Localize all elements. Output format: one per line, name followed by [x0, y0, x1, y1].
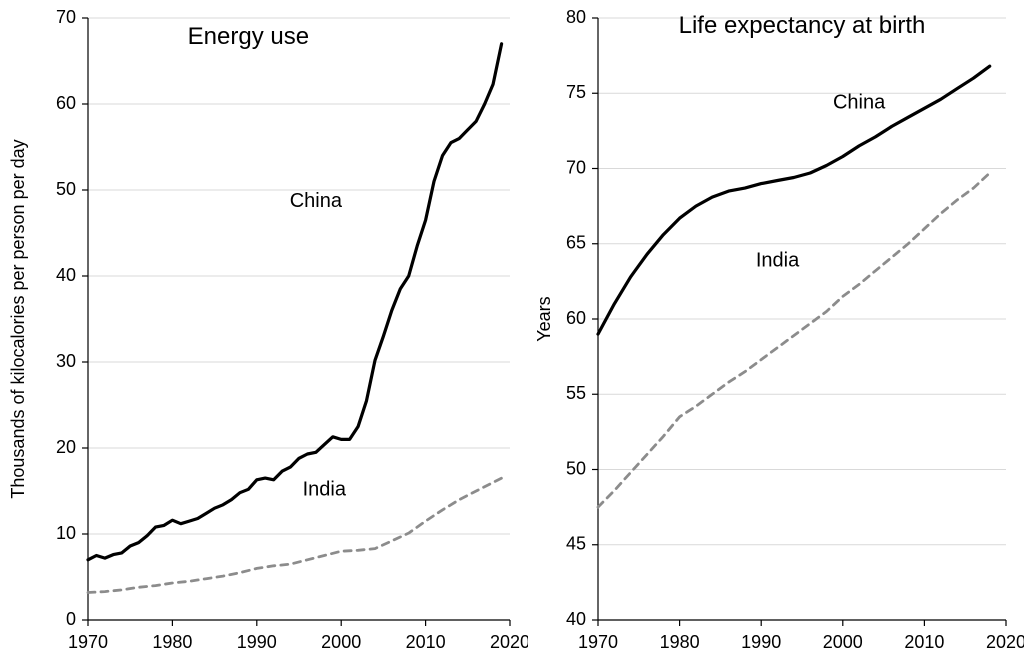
chart-life: 40 45 50 55 60 65 70 75 80 1970 1980 1990 2000 2010 20…: [528, 0, 1024, 668]
y-tick-label: 30: [56, 351, 76, 371]
chart-title: Life expectancy at birth: [679, 12, 926, 39]
series-line-china: [598, 66, 990, 334]
panel-energy-use: 0 10 20 30 40 50 60 70 1970 1980 1990 2000 2010 2020 E…: [0, 0, 528, 668]
x-tick-label: 1970: [578, 632, 618, 652]
x-tick-label: 1990: [741, 632, 781, 652]
y-tick-label: 40: [566, 609, 586, 629]
y-axis-label: Thousands of kilocalories per person per…: [8, 139, 28, 498]
y-tick-label: 0: [66, 609, 76, 629]
series-label-india: India: [756, 249, 800, 271]
series-label-india: India: [303, 478, 347, 500]
y-tick-label: 60: [56, 93, 76, 113]
x-tick-label: 2020: [490, 632, 528, 652]
chart-energy: 0 10 20 30 40 50 60 70 1970 1980 1990 2000 2010 2020 E…: [0, 0, 528, 668]
y-tick-label: 70: [566, 157, 586, 177]
y-tick-label: 40: [56, 265, 76, 285]
x-tick-label: 2010: [406, 632, 446, 652]
x-tick-label: 1990: [237, 632, 277, 652]
y-tick-label: 20: [56, 437, 76, 457]
y-tick-label: 60: [566, 308, 586, 328]
series-label-china: China: [290, 190, 343, 212]
x-tick-label: 2000: [823, 632, 863, 652]
x-tick-label: 1970: [68, 632, 108, 652]
series-line-india: [598, 173, 990, 507]
y-tick-label: 65: [566, 233, 586, 253]
x-tick-label: 1980: [660, 632, 700, 652]
y-tick-label: 55: [566, 383, 586, 403]
series-line-india: [88, 478, 502, 592]
y-tick-label: 75: [566, 82, 586, 102]
figure: 0 10 20 30 40 50 60 70 1970 1980 1990 2000 2010 2020 E…: [0, 0, 1024, 668]
y-axis-label: Years: [534, 296, 554, 341]
y-tick-label: 10: [56, 523, 76, 543]
x-tick-label: 2010: [904, 632, 944, 652]
series-line-china: [88, 44, 502, 560]
x-tick-label: 1980: [152, 632, 192, 652]
y-tick-label: 45: [566, 534, 586, 554]
y-tick-label: 80: [566, 7, 586, 27]
panel-life-expectancy: 40 45 50 55 60 65 70 75 80 1970 1980 1990 2000 2010 20…: [528, 0, 1024, 668]
y-tick-label: 50: [566, 458, 586, 478]
y-tick-label: 50: [56, 179, 76, 199]
y-tick-label: 70: [56, 7, 76, 27]
series-label-china: China: [833, 91, 886, 113]
x-tick-label: 2020: [986, 632, 1024, 652]
x-tick-label: 2000: [321, 632, 361, 652]
chart-title: Energy use: [188, 23, 309, 50]
